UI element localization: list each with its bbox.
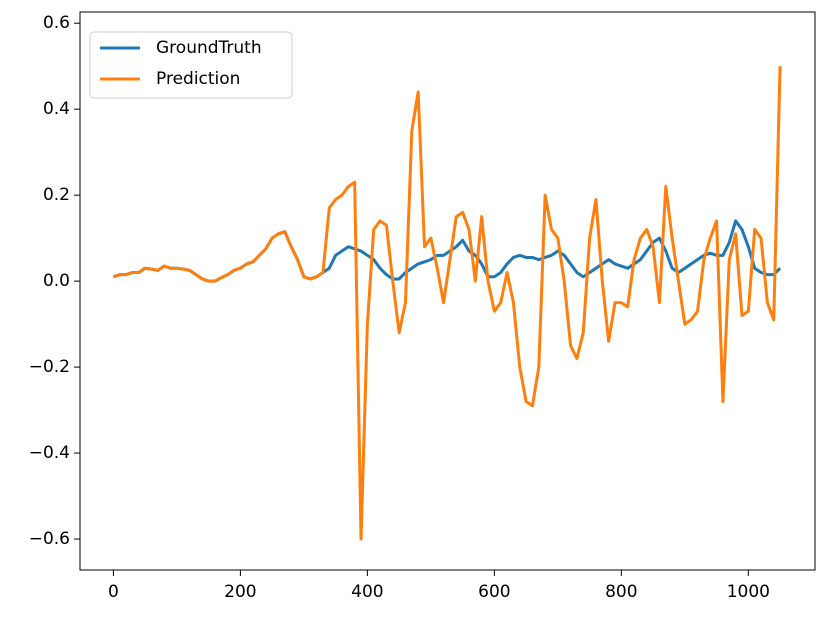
series-line: [112, 66, 782, 541]
x-tick-label: 1000: [727, 582, 770, 602]
x-tick-label: 800: [605, 582, 637, 602]
x-tick-label: 600: [478, 582, 510, 602]
y-tick-label: 0.2: [43, 185, 70, 205]
x-tick-label: 200: [224, 582, 256, 602]
y-tick-label: −0.6: [29, 529, 70, 549]
legend-label: GroundTruth: [156, 38, 262, 58]
y-tick-label: −0.2: [29, 357, 70, 377]
legend-label: Prediction: [156, 69, 240, 89]
x-tick-label: 400: [351, 582, 383, 602]
y-tick-label: −0.4: [29, 443, 70, 463]
plot-frame: [79, 11, 816, 571]
y-tick-label: 0.6: [43, 13, 70, 33]
y-tick-label: 0.4: [43, 99, 70, 119]
legend-box: [89, 31, 293, 99]
y-tick-label: 0.0: [43, 271, 70, 291]
x-tick-label: 0: [108, 582, 119, 602]
